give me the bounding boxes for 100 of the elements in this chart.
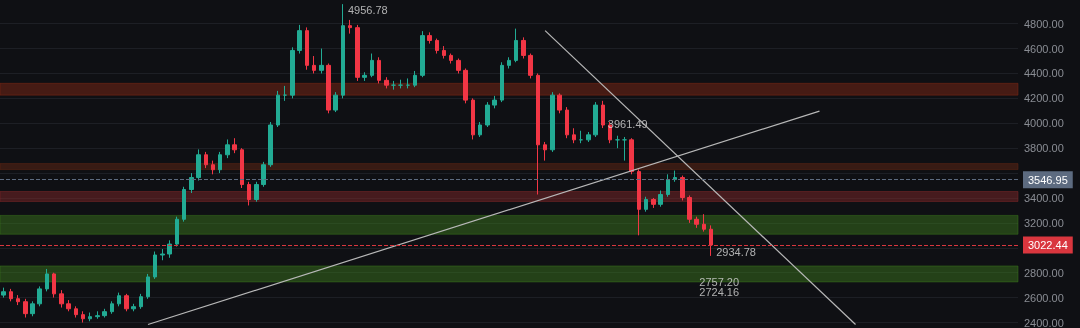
candlestick [420,30,425,78]
candlestick [680,175,685,201]
candlestick [196,148,201,182]
candlestick [305,26,309,71]
candlestick [9,288,13,302]
candlestick [88,312,92,322]
candlestick [240,147,244,189]
candlestick [435,38,439,55]
candlestick [593,101,598,138]
candlestick [139,293,143,310]
annotation: 2757.20 [699,276,740,289]
candlestick [276,90,280,128]
candlestick [478,121,482,138]
annotation: 4956.78 [347,4,388,17]
candlestick [514,28,518,63]
candlestick [702,213,706,233]
candlestick [492,95,497,109]
candlestick [117,292,121,307]
candlestick [254,181,259,203]
candlestick [268,121,273,168]
candlestick [131,303,136,312]
candlestick [23,298,28,319]
candlestick [694,216,699,229]
candlestick [189,172,194,194]
candlestick [102,308,107,319]
candlestick [658,190,663,208]
candlestick [500,61,504,103]
annotation: 2724.16 [699,286,740,299]
candlestick [586,131,591,143]
candlestick [333,91,338,113]
annotation: 2934.78 [716,245,756,258]
candlestick [225,138,230,159]
y-tick-label: 3800.00 [1024,142,1064,155]
candlestick [1,287,6,299]
candlestick [211,160,215,175]
candlestick [355,24,360,82]
candlestick [536,72,540,195]
candlestick [456,58,461,74]
y-tick-label: 3400.00 [1024,191,1064,204]
candlestick [290,46,295,99]
candlestick [485,101,490,128]
candlestick [550,91,555,153]
candlestick [463,67,468,104]
candlestick [45,268,49,292]
candlestick [348,19,352,35]
candlestick [521,36,526,60]
ref-line-label: 3022.44 [1028,239,1068,251]
candlestick [204,151,208,169]
y-tick-label: 4600.00 [1024,42,1064,55]
candlestick [218,151,222,174]
candlestick [37,285,42,307]
candlestick [362,71,367,82]
candlestick [427,31,432,45]
candlestick [153,251,157,280]
candlestick [637,168,641,236]
candlestick [442,45,446,60]
ref-line-label: 3546.95 [1028,173,1068,186]
candlestick [507,56,511,69]
candlestick [312,55,316,74]
candlestick [247,181,251,206]
candlestick [52,272,56,299]
candlestick [543,141,547,162]
candlestick [413,70,417,88]
candlestick [557,92,562,114]
candlestick [666,173,670,198]
candlestick [95,310,100,320]
candlestick [74,305,78,319]
candlestick [709,224,713,257]
candlestick [622,136,627,162]
candlestick [528,53,533,79]
candlestick [81,310,85,323]
y-tick-label: 2600.00 [1024,291,1064,304]
candlestick [232,137,237,154]
candlestick [341,3,345,99]
candlestick [370,53,374,78]
candlestick [384,76,389,89]
candlestick [66,299,71,312]
y-tick-label: 4000.00 [1024,117,1064,130]
candlestick [687,194,692,224]
y-tick-label: 2800.00 [1024,266,1064,279]
candlestick [124,293,129,312]
candlestick [16,294,20,306]
y-tick-label: 2400.00 [1024,316,1064,328]
candlestick [283,85,287,102]
candlestick [579,130,583,144]
candlestick [297,24,302,55]
candlestick [572,127,576,144]
candlestick [449,53,453,64]
candlestick [59,289,64,309]
candlestick [615,135,620,149]
candlestick [629,137,634,175]
candlestick [167,239,172,259]
candlestick [319,48,324,74]
candlestick [261,161,266,188]
candlestick [644,196,648,213]
candlestick [146,273,150,300]
candlestick [471,97,475,140]
candlestick [565,106,569,139]
candlestick [175,216,179,248]
candlestick [160,248,165,261]
